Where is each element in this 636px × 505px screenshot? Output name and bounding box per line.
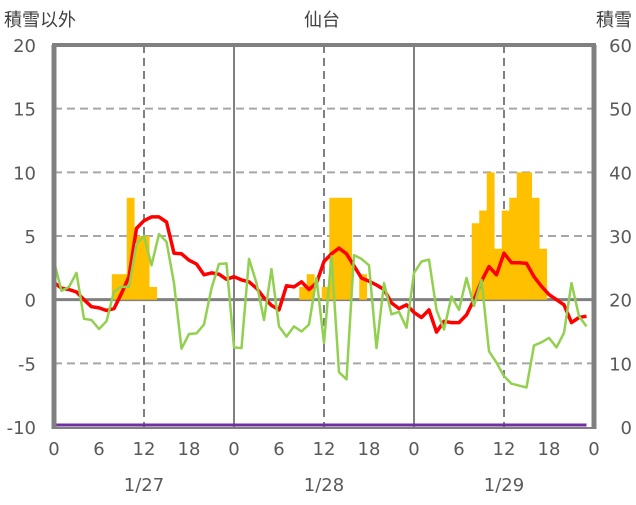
y-right-tick-label: 40 (609, 163, 632, 184)
bar (134, 236, 143, 300)
date-label: 1/28 (304, 475, 344, 496)
y-right-tick-label: 30 (609, 227, 632, 248)
x-tick-label: 12 (133, 439, 156, 460)
bar (471, 223, 480, 300)
x-tick-label: 6 (93, 439, 104, 460)
bar (321, 286, 330, 300)
y-left-tick-label: 5 (25, 227, 36, 248)
bar (299, 286, 308, 300)
bar (149, 286, 158, 300)
x-tick-label: 12 (493, 439, 516, 460)
y-left-tick-label: -10 (7, 418, 36, 439)
bar (126, 197, 135, 300)
bar (111, 274, 120, 300)
x-tick-label: 18 (358, 439, 381, 460)
x-tick-label: 12 (313, 439, 336, 460)
y-left-tick-label: -5 (18, 354, 36, 375)
x-tick-label: 18 (538, 439, 561, 460)
y-right-tick-label: 60 (609, 36, 632, 57)
y-right-tick-label: 10 (609, 354, 632, 375)
y-left-tick-label: 15 (13, 100, 36, 121)
x-tick-label: 0 (228, 439, 239, 460)
bar (516, 172, 525, 300)
x-tick-label: 6 (273, 439, 284, 460)
plot-frame (51, 43, 597, 429)
bar (531, 197, 540, 300)
x-tick-label: 0 (588, 439, 599, 460)
y-right-tick-label: 50 (609, 100, 632, 121)
left-axis-label: 積雪以外 (4, 10, 76, 31)
date-label: 1/29 (484, 475, 524, 496)
right-axis-label: 積雪 (596, 10, 632, 31)
chart-title: 仙台 (304, 10, 340, 31)
y-left-tick-label: 0 (25, 291, 36, 312)
x-tick-label: 18 (178, 439, 201, 460)
bar (479, 210, 488, 300)
bar (524, 172, 533, 300)
bar (509, 197, 518, 300)
right-axis-ticks: 60 50 40 30 20 10 0 (609, 36, 632, 439)
x-axis-ticks: 0 6 12 18 0 6 12 18 0 6 12 18 0 1/27 1/28 1/29 (48, 439, 599, 496)
x-tick-label: 6 (453, 439, 464, 460)
red-line (52, 215, 587, 334)
bar (486, 172, 495, 300)
x-tick-label: 0 (48, 439, 59, 460)
bar (539, 248, 548, 300)
green-line (52, 232, 588, 389)
line-series (52, 215, 588, 427)
left-axis-ticks: 20 15 10 5 0 -5 -10 (7, 36, 36, 439)
y-right-tick-label: 0 (621, 418, 632, 439)
y-left-tick-label: 10 (13, 163, 36, 184)
y-right-tick-label: 20 (609, 291, 632, 312)
bar (359, 274, 368, 300)
x-tick-label: 0 (408, 439, 419, 460)
date-label: 1/27 (124, 475, 164, 496)
bar (141, 236, 150, 300)
y-left-tick-label: 20 (13, 36, 36, 57)
bar (329, 197, 338, 300)
bar (344, 197, 353, 300)
